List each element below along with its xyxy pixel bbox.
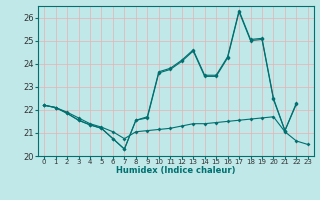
X-axis label: Humidex (Indice chaleur): Humidex (Indice chaleur) [116, 166, 236, 175]
